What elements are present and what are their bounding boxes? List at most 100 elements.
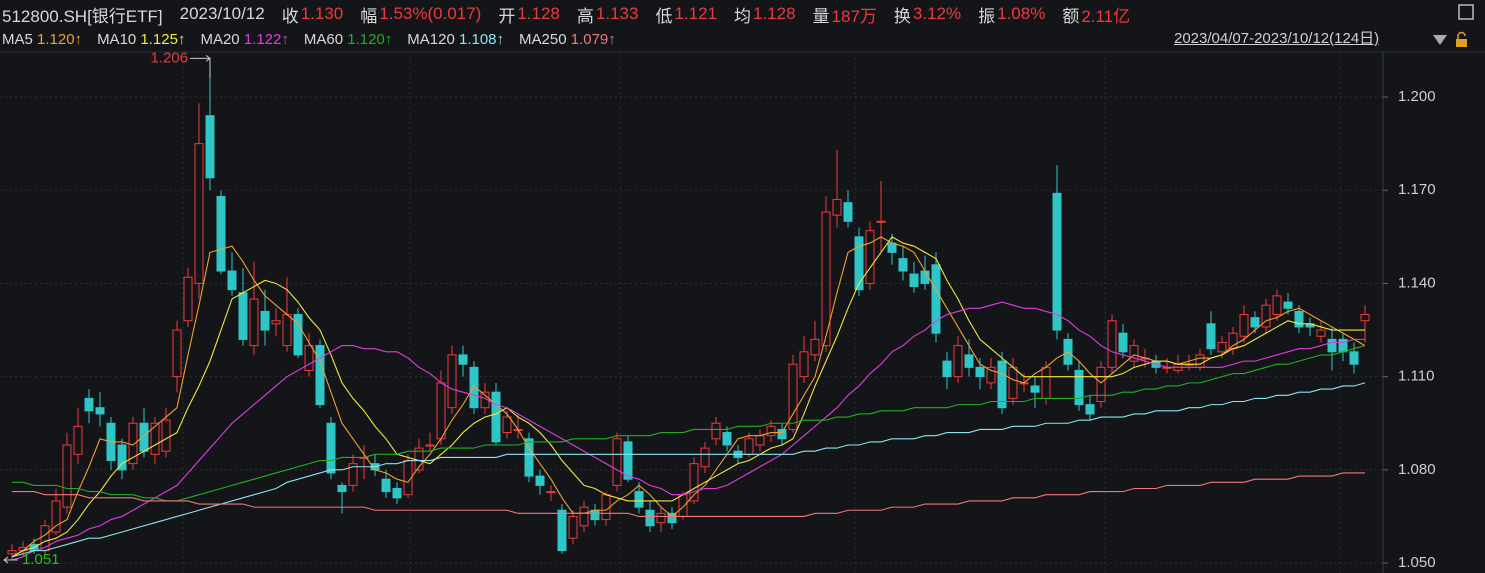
candle-body <box>931 264 941 334</box>
date-range[interactable]: 2023/04/07-2023/10/12(124日) <box>1174 30 1380 47</box>
ma-line <box>11 382 1366 558</box>
quote-date: 2023/10/12 <box>179 4 265 23</box>
candle-body <box>744 438 754 455</box>
candle-body <box>1327 338 1337 353</box>
field-value: 1.08% <box>997 4 1046 23</box>
field-value: 1.53%(0.017) <box>379 4 482 23</box>
symbol: 512800.SH[银行ETF] <box>2 6 163 26</box>
candle-body <box>1217 341 1227 353</box>
candle-body <box>227 270 237 291</box>
candle-body <box>667 512 677 524</box>
candle-body <box>62 444 72 508</box>
candles <box>7 78 1370 560</box>
candle-body <box>1283 301 1293 309</box>
candle-body <box>194 143 204 284</box>
candle-body <box>392 487 402 499</box>
y-tick-label: 1.140 <box>1398 274 1436 291</box>
legend-item: MA20 1.122↑ <box>200 31 288 48</box>
y-tick-label: 1.110 <box>1398 368 1434 385</box>
candle-body <box>656 512 666 524</box>
candle-body <box>810 338 820 356</box>
candle-body <box>183 276 193 322</box>
legend-value: 1.120↑ <box>347 30 393 48</box>
candle-body <box>766 425 776 437</box>
legend-value: 1.122↑ <box>243 30 289 48</box>
field-label: 幅 <box>360 6 378 26</box>
note-arrow <box>3 556 9 564</box>
high-note: 1.206 <box>150 49 188 66</box>
candle-body <box>1118 332 1128 353</box>
candle-body <box>282 314 292 347</box>
field-label: 量 <box>812 6 830 26</box>
candle-body <box>821 211 831 347</box>
candle-body <box>260 310 270 331</box>
field-value: 1.128 <box>517 4 560 23</box>
candle-body <box>491 391 501 443</box>
candle-body <box>447 354 457 409</box>
y-tick-label: 1.200 <box>1398 88 1436 105</box>
dropdown-icon[interactable] <box>1433 35 1447 45</box>
candle-body <box>788 363 798 430</box>
candle-body <box>1239 314 1249 337</box>
candle-body <box>425 444 435 447</box>
candle-body <box>975 366 985 378</box>
field-label: 换 <box>893 6 911 26</box>
field-value: 3.12% <box>912 4 962 23</box>
field-value: 187万 <box>831 6 877 26</box>
candle-body <box>920 270 930 284</box>
candle-body <box>348 463 358 486</box>
candle-body <box>480 391 490 409</box>
candle-body <box>502 416 512 434</box>
candle-body <box>1294 310 1304 328</box>
candle-body <box>249 298 259 347</box>
y-tick-label: 1.080 <box>1398 461 1436 478</box>
ma-line <box>12 472 1365 518</box>
legend-item: MA250 1.079↑ <box>519 31 616 48</box>
candle-body <box>700 447 710 468</box>
candle-body <box>678 494 688 517</box>
legend-item: MA10 1.125↑ <box>97 31 185 48</box>
candle-body <box>590 509 600 521</box>
field-value: 1.130 <box>300 4 344 23</box>
field-label: 收 <box>281 6 299 26</box>
field-label: 低 <box>655 6 673 26</box>
candle-body <box>1096 366 1106 403</box>
candle-body <box>150 422 160 455</box>
candle-body <box>315 345 325 406</box>
candle-body <box>865 230 875 284</box>
legend-value: 1.108↑ <box>458 30 505 48</box>
candle-body <box>1052 192 1062 331</box>
field-label: 高 <box>576 6 594 26</box>
window-icon[interactable] <box>1458 4 1474 20</box>
candle-body <box>843 202 853 222</box>
candle-body <box>777 428 787 440</box>
candle-body <box>84 397 94 412</box>
candle-body <box>832 199 842 216</box>
y-tick-label: 1.050 <box>1398 554 1436 571</box>
candle-body <box>1030 385 1040 393</box>
legend-name: MA20 <box>200 30 240 48</box>
candle-body <box>755 435 765 446</box>
candle-body <box>436 382 446 440</box>
candle-body <box>722 432 732 446</box>
ma-line <box>11 236 1365 558</box>
candle-body <box>304 345 314 371</box>
lock-icon[interactable] <box>1456 39 1467 47</box>
ma-legend: MA5 1.120↑ MA10 1.125↑ MA20 1.122↑ MA60 1.1… <box>2 29 631 49</box>
candle-body <box>986 366 996 384</box>
candle-body <box>579 506 589 527</box>
candle-body <box>458 354 468 365</box>
candle-body <box>381 478 391 493</box>
candle-body <box>271 320 281 325</box>
candle-body <box>95 407 105 415</box>
legend-name: MA10 <box>97 30 137 48</box>
vertical-grid <box>182 52 1341 573</box>
candle-body <box>1041 366 1051 399</box>
candle-body <box>524 438 534 477</box>
candle-body <box>557 509 567 552</box>
field-value: 1.133 <box>595 4 639 23</box>
legend-name: MA250 <box>519 30 567 48</box>
candle-body <box>997 360 1007 409</box>
